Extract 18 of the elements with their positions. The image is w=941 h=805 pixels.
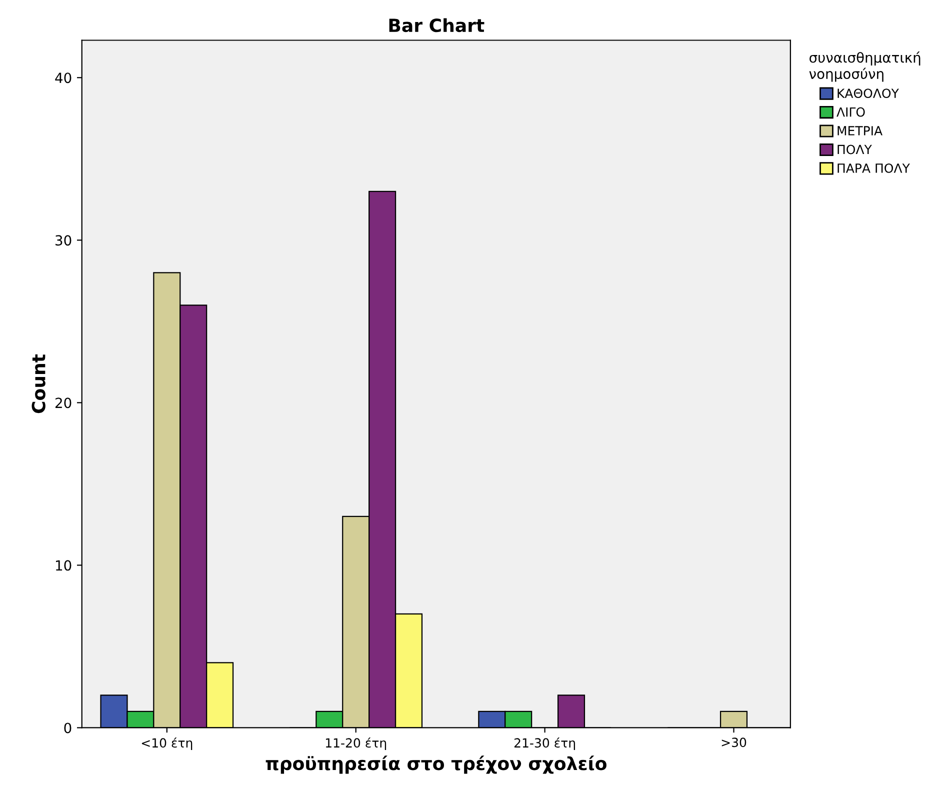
y-tick-label: 30 — [56, 235, 72, 246]
x-tick-label: <10 έτη — [142, 737, 192, 750]
x-tick-label: >30 — [722, 738, 746, 748]
y-axis-title: Count — [32, 354, 46, 414]
legend-label: ΠΑΡΑ ΠΟΛΥ — [838, 163, 910, 173]
y-tick-label: 10 — [56, 560, 72, 571]
x-tick-label: 21-30 έτη — [514, 737, 575, 750]
legend-label: ΚΑΘΟΛΟΥ — [838, 88, 899, 98]
y-tick-label: 20 — [55, 398, 72, 408]
legend-label: ΠΟΛΥ — [838, 144, 872, 154]
y-tick-label: 0 — [64, 722, 72, 734]
x-axis-title: προϋπηρεσία στο τρέχον σχολείο — [266, 756, 606, 774]
y-tick-label: 40 — [55, 72, 72, 84]
x-tick-label: 11-20 έτη — [326, 737, 386, 750]
legend-label: ΜΕΤΡΙΑ — [838, 126, 882, 136]
chart-title: Bar Chart — [389, 18, 484, 32]
legend-label: ΛΙΓΟ — [836, 107, 865, 117]
legend-title: συναισθηματική νοημοσύνη — [809, 52, 920, 82]
